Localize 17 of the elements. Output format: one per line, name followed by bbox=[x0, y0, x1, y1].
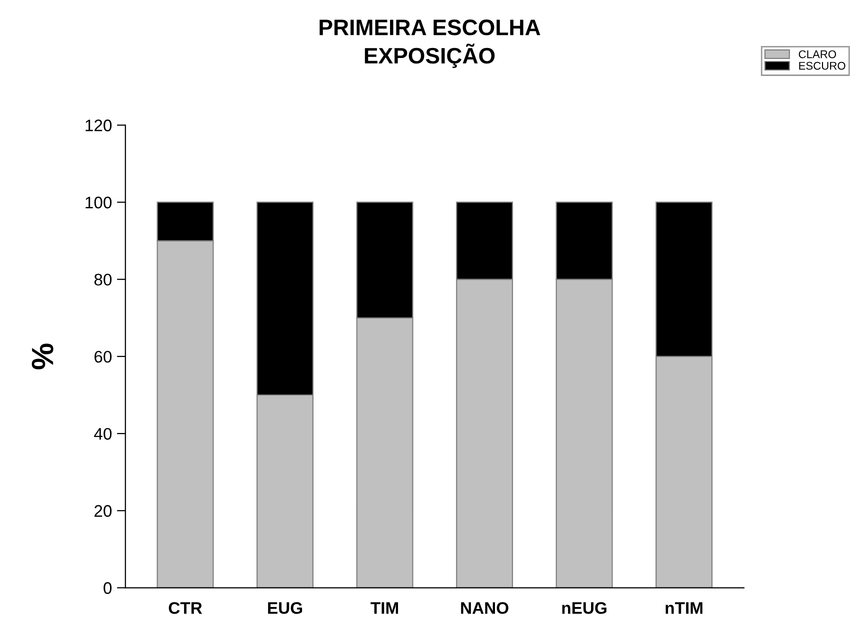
y-tick-label: 80 bbox=[94, 274, 112, 286]
x-tick-label: NANO bbox=[461, 602, 508, 614]
y-tick-label: 20 bbox=[94, 505, 112, 517]
x-tick-label: CTR bbox=[168, 602, 202, 614]
x-tick-label: TIM bbox=[370, 602, 398, 614]
legend-label: ESCURO bbox=[799, 62, 846, 70]
y-tick-label: 0 bbox=[104, 582, 112, 594]
y-tick-label: 40 bbox=[94, 428, 112, 440]
y-tick-label: 120 bbox=[86, 120, 112, 132]
y-tick-label: 60 bbox=[94, 350, 112, 363]
x-tick-label: EUG bbox=[268, 602, 302, 614]
legend-label: CLARO bbox=[798, 50, 836, 58]
chart-title: PRIMEIRA ESCOLHA EXPOSIÇÃO bbox=[320, 20, 540, 68]
y-tick-label: 100 bbox=[86, 196, 112, 208]
x-tick-label: nEUG bbox=[562, 602, 606, 614]
x-tick-label: nTIM bbox=[666, 602, 702, 614]
y-axis-title: % bbox=[32, 344, 54, 370]
